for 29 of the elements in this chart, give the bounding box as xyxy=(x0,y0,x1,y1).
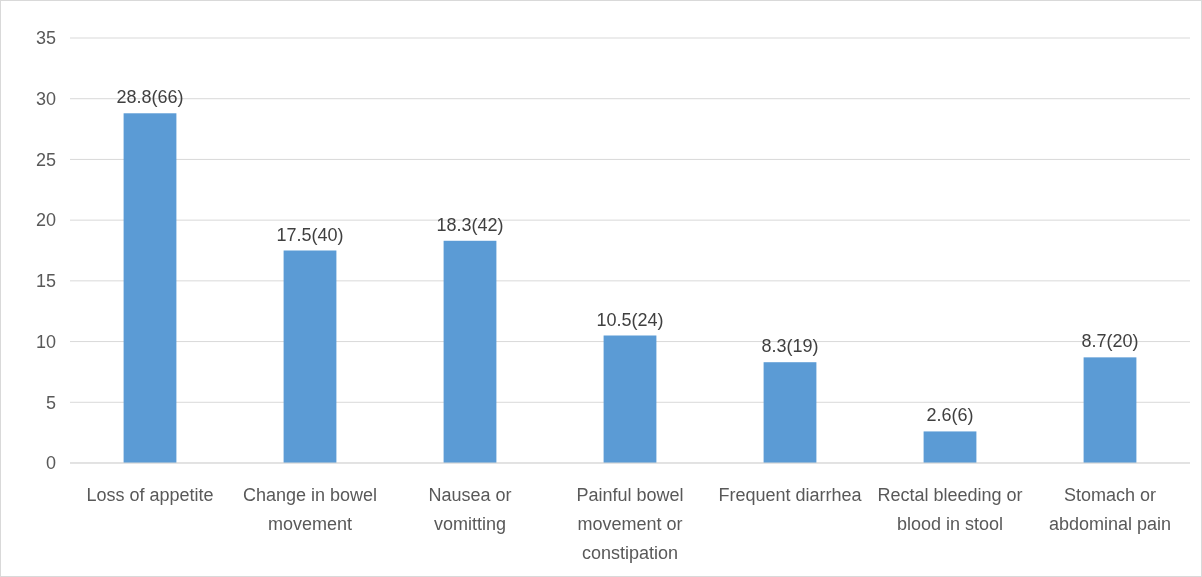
x-tick-label: Rectal bleeding or blood in stool xyxy=(877,485,1023,534)
x-tick-label: Loss of appetite xyxy=(86,485,214,505)
x-tick-label: Stomach or abdominal pain xyxy=(1048,485,1172,534)
y-tick-label: 0 xyxy=(45,453,56,474)
data-label: 8.7(20) xyxy=(1081,331,1139,352)
y-tick-label: 25 xyxy=(35,149,56,170)
y-tick-label: 15 xyxy=(35,271,56,292)
data-label: 2.6(6) xyxy=(926,405,974,426)
y-tick-label: 35 xyxy=(35,28,56,49)
x-tick-label: Frequent diarrhea xyxy=(718,485,863,505)
x-tick-label: Change in bowel movement xyxy=(242,485,378,534)
bar xyxy=(923,431,977,463)
bar xyxy=(603,335,657,463)
data-label: 10.5(24) xyxy=(596,309,664,330)
y-tick-label: 20 xyxy=(35,210,56,231)
data-label: 28.8(66) xyxy=(116,87,184,108)
bar xyxy=(123,113,177,463)
bar xyxy=(283,250,337,463)
y-tick-label: 5 xyxy=(45,392,56,413)
data-label: 18.3(42) xyxy=(436,214,504,235)
y-tick-label: 30 xyxy=(35,88,56,109)
bar xyxy=(443,240,497,463)
x-tick-label: Painful bowel movement or constipation xyxy=(576,485,684,563)
bar xyxy=(1083,357,1137,463)
data-label: 17.5(40) xyxy=(276,224,344,245)
x-tick-label: Nausea or vomitting xyxy=(428,485,512,534)
y-tick-label: 10 xyxy=(35,331,56,352)
bar xyxy=(763,362,817,463)
data-label: 8.3(19) xyxy=(761,336,819,357)
